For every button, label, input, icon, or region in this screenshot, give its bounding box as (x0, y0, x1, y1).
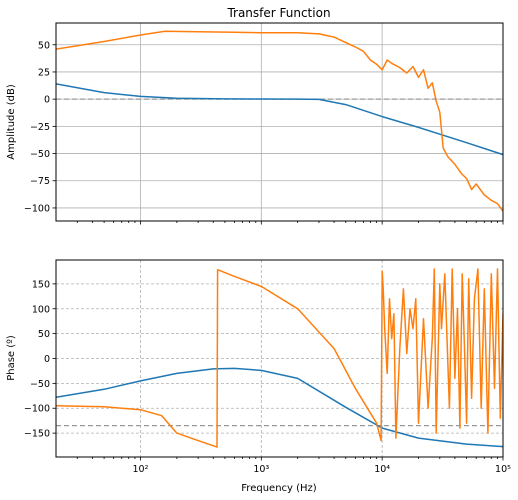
y-tick-label: 100 (32, 304, 50, 315)
axes-frame (55, 22, 504, 222)
frequency-x-label: Frequency (Hz) (241, 483, 317, 494)
y-tick-label: −50 (30, 149, 50, 160)
y-tick-label: 0 (44, 354, 50, 365)
series-line-blue (56, 83, 503, 156)
x-tick-label: 10⁴ (374, 464, 390, 475)
series-line-orange (56, 30, 503, 212)
series-line-blue (56, 367, 503, 448)
amplitude-plot: 50 25 0 −25 −50 −75 −100 (24, 22, 504, 225)
y-tick-label: −75 (30, 176, 50, 187)
y-tick-label: 150 (32, 279, 50, 290)
y-tick-label: −150 (24, 429, 50, 440)
y-tick-label: 0 (44, 95, 50, 106)
axes-frame (55, 259, 504, 458)
phase-y-label: Phase (º) (6, 335, 17, 381)
x-tick-label: 10³ (253, 464, 269, 475)
y-tick-label: −100 (24, 404, 50, 415)
y-tick-label: −25 (30, 122, 50, 133)
y-tick-label: 50 (38, 40, 50, 51)
series-line-orange (56, 268, 503, 448)
x-tick-label: 10² (133, 464, 149, 475)
chart-title: Transfer Function (226, 6, 330, 20)
y-tick-label: −50 (30, 379, 50, 390)
y-tick-label: −100 (24, 203, 50, 214)
y-tick-label: 25 (38, 67, 50, 78)
y-tick-label: 50 (38, 329, 50, 340)
x-tick-label: 10⁵ (495, 464, 511, 475)
amplitude-y-label: Amplitude (dB) (6, 84, 17, 160)
phase-plot: 150 100 50 0 −50 −100 −150 10² 10³ 10⁴ 10⁵ (24, 259, 511, 475)
